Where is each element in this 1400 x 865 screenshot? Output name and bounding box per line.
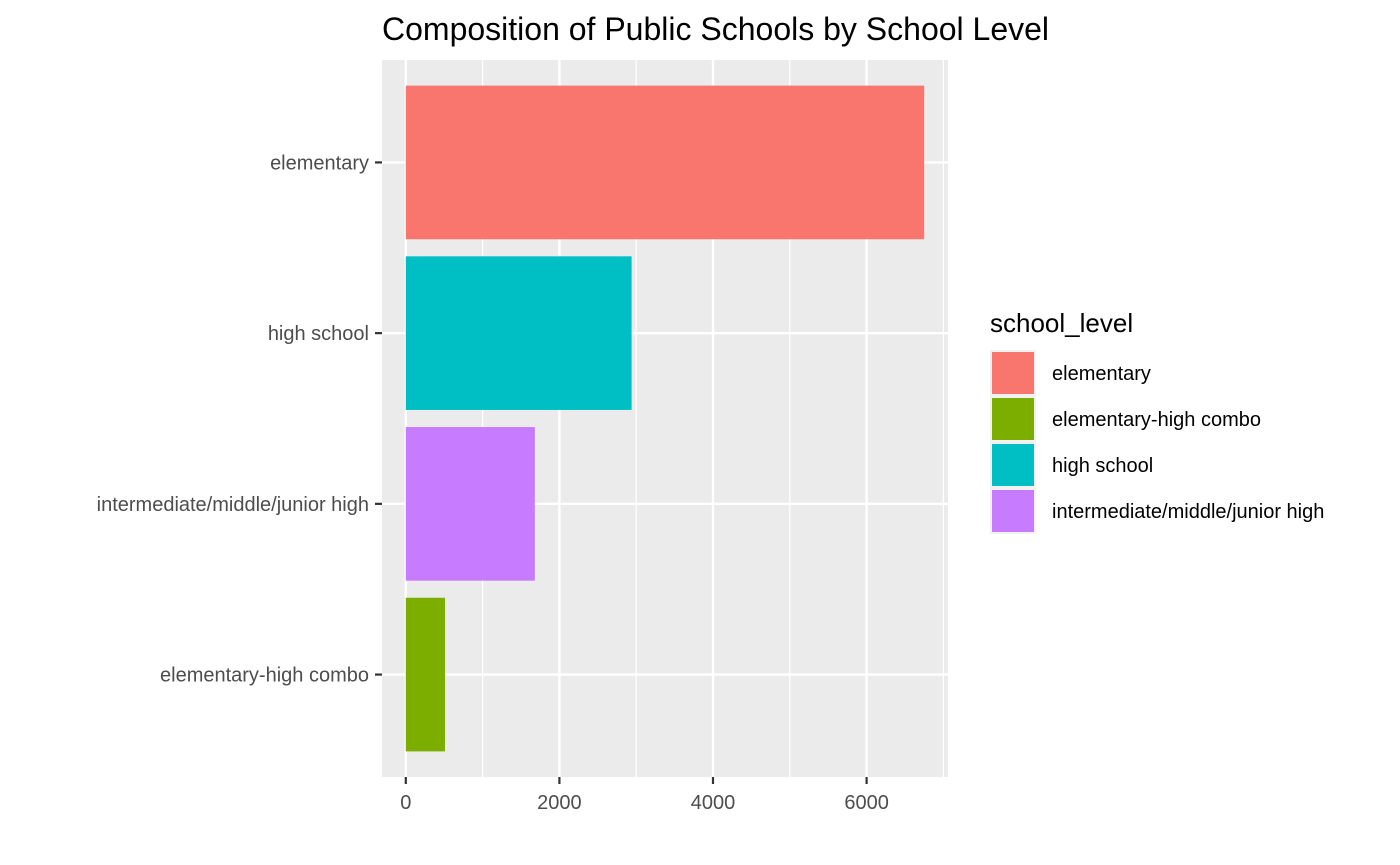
bar-high-school	[405, 256, 632, 410]
bars-group	[405, 85, 925, 752]
chart-title: Composition of Public Schools by School …	[382, 11, 1049, 47]
legend-label: elementary	[1052, 363, 1151, 385]
legend-label: high school	[1052, 455, 1153, 477]
legend: school_level elementary elementary-high c…	[990, 308, 1324, 534]
y-axis: elementary high school intermediate/middle…	[97, 152, 382, 687]
bar-intermediate-middle-junior-high	[405, 427, 535, 581]
x-tick-label: 2000	[537, 792, 582, 814]
x-tick-label: 4000	[691, 792, 736, 814]
legend-items: elementary elementary-high combo high scho…	[990, 350, 1324, 534]
legend-title: school_level	[990, 308, 1133, 338]
bar-elementary	[405, 85, 925, 240]
y-tick-label: intermediate/middle/junior high	[97, 494, 369, 516]
legend-swatch	[992, 444, 1034, 486]
legend-swatch	[992, 490, 1034, 532]
y-tick-label: high school	[268, 323, 369, 345]
y-tick-label: elementary-high combo	[160, 665, 369, 687]
legend-swatch	[992, 398, 1034, 440]
legend-label: elementary-high combo	[1052, 409, 1261, 431]
y-tick-label: elementary	[270, 152, 369, 174]
x-axis: 0 2000 4000 6000	[400, 777, 889, 814]
legend-swatch	[992, 352, 1034, 394]
x-tick-label: 6000	[844, 792, 889, 814]
legend-label: intermediate/middle/junior high	[1052, 501, 1324, 523]
bar-elementary-high-combo	[405, 597, 445, 752]
x-tick-label: 0	[400, 792, 411, 814]
